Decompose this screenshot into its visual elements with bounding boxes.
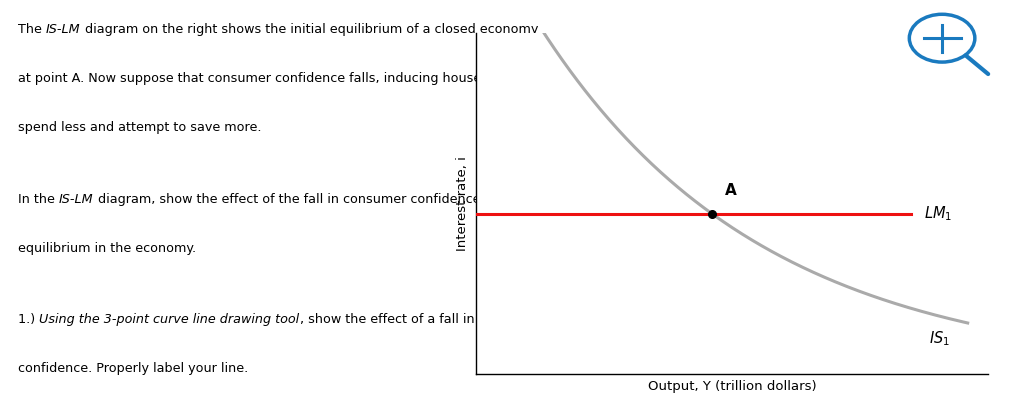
Text: at point A. Now suppose that consumer confidence falls, inducing households to: at point A. Now suppose that consumer co…: [18, 72, 532, 85]
Circle shape: [909, 14, 975, 62]
Text: $IS_1$: $IS_1$: [930, 329, 950, 348]
Text: $LM_1$: $LM_1$: [925, 204, 952, 223]
Text: In the: In the: [18, 193, 59, 205]
Text: diagram, show the effect of the fall in consumer confidence on the: diagram, show the effect of the fall in …: [94, 193, 525, 205]
Text: The: The: [18, 23, 46, 36]
Text: IS-LM: IS-LM: [59, 193, 94, 205]
Y-axis label: Interest rate, i: Interest rate, i: [457, 156, 469, 251]
Text: 1.): 1.): [18, 313, 39, 326]
Text: equilibrium in the economy.: equilibrium in the economy.: [18, 242, 197, 254]
Text: Using the 3-point curve line drawing tool: Using the 3-point curve line drawing too…: [39, 313, 299, 326]
X-axis label: Output, Y (trillion dollars): Output, Y (trillion dollars): [648, 381, 816, 393]
Text: , show the effect of a fall in consumer: , show the effect of a fall in consumer: [299, 313, 542, 326]
Text: spend less and attempt to save more.: spend less and attempt to save more.: [18, 121, 262, 134]
Text: A: A: [725, 183, 736, 198]
Text: diagram on the right shows the initial equilibrium of a closed economy: diagram on the right shows the initial e…: [81, 23, 539, 36]
Text: IS-LM: IS-LM: [46, 23, 81, 36]
Text: confidence. Properly label your line.: confidence. Properly label your line.: [18, 362, 249, 375]
